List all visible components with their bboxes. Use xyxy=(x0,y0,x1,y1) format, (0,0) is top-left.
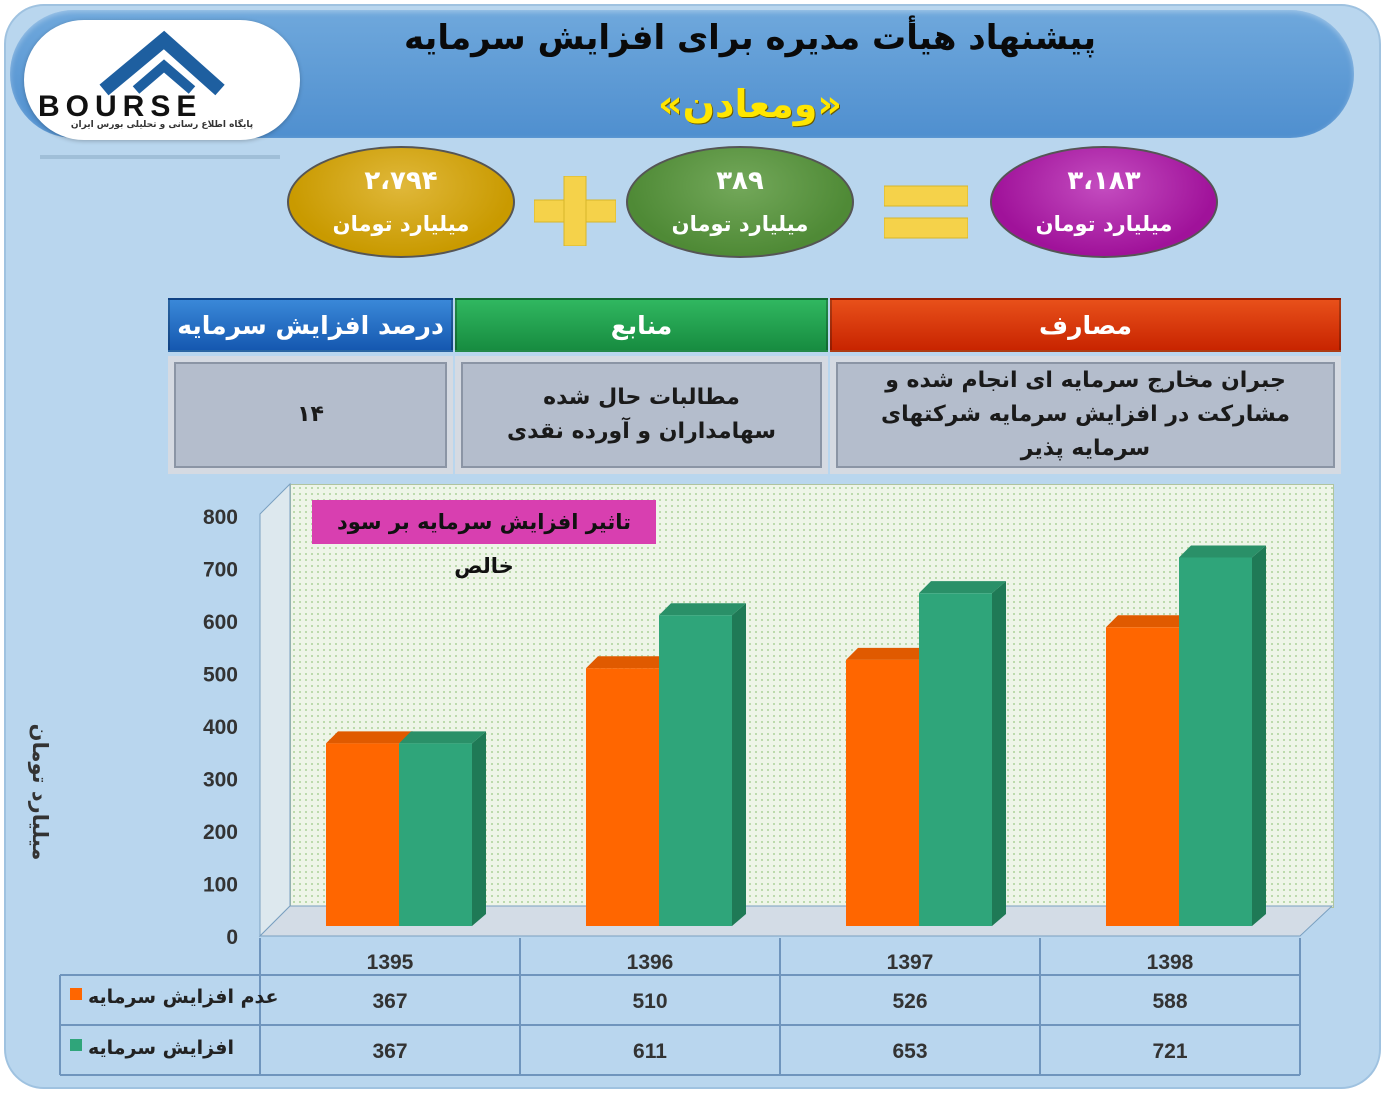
logo-reflection xyxy=(40,155,280,159)
header-percent: درصد افزایش سرمایه xyxy=(168,298,453,352)
cell-percent: ۱۴ xyxy=(168,356,453,474)
header-sources: منابع xyxy=(455,298,828,352)
bar xyxy=(846,659,919,926)
x-tick-label: 1396 xyxy=(627,951,674,974)
chart-title: تاثیر افزایش سرمایه بر سود خالص xyxy=(312,500,656,578)
oval-value: ۳،۱۸۳ xyxy=(1067,166,1141,196)
data-label: 611 xyxy=(633,1040,667,1063)
oval-claims: ۲،۷۹۴ میلیارد تومان xyxy=(287,146,515,258)
bar-top xyxy=(586,656,673,669)
equals-icon xyxy=(884,185,968,239)
x-tick-label: 1395 xyxy=(367,951,414,974)
y-axis-label: میلیارد تومان xyxy=(28,723,52,861)
oval-value: ۳۸۹ xyxy=(716,166,764,196)
oval-unit: میلیارد تومان xyxy=(671,212,809,236)
x-tick-label: 1398 xyxy=(1147,951,1194,974)
bar xyxy=(1106,627,1179,926)
oval-unit: میلیارد تومان xyxy=(1035,212,1173,236)
data-label: 721 xyxy=(1152,1040,1187,1063)
y-tick-label: 800 xyxy=(203,506,238,529)
page-title: پیشنهاد هیأت مدیره برای افزایش سرمایه xyxy=(403,18,1097,58)
y-tick-label: 300 xyxy=(203,769,238,792)
chart-side-wall xyxy=(259,482,291,938)
oval-value: ۲،۷۹۴ xyxy=(364,166,438,196)
bar xyxy=(586,668,659,926)
logo-text: BOURSE xyxy=(38,90,202,120)
data-label: 367 xyxy=(372,1040,407,1063)
chart-floor xyxy=(258,905,1334,937)
logo: BOURSE پایگاه اطلاع رسانی و تحلیلی بورس … xyxy=(24,20,300,140)
bar-top xyxy=(659,603,746,616)
company-name: «ومعادن» xyxy=(658,82,842,126)
data-label: 367 xyxy=(372,990,407,1013)
bar xyxy=(919,593,992,926)
data-label: 526 xyxy=(892,990,927,1013)
y-tick-label: 100 xyxy=(203,874,238,897)
oval-cash: ۳۸۹ میلیارد تومان xyxy=(626,146,854,258)
bar-side xyxy=(992,581,1006,926)
cell-sources-text: مطالبات حال شده سهامداران و آورده نقدی xyxy=(506,385,777,444)
cell-sources: مطالبات حال شده سهامداران و آورده نقدی xyxy=(455,356,828,474)
bar xyxy=(1179,557,1252,926)
legend-key-increase xyxy=(70,1039,82,1051)
legend-label-no-increase: عدم افزایش سرمایه xyxy=(88,986,279,1008)
cell-uses-text: جبران مخارج سرمایه ای انجام شده و مشارکت… xyxy=(881,368,1290,461)
y-tick-label: 200 xyxy=(203,821,238,844)
bar xyxy=(326,743,399,926)
data-label: 510 xyxy=(632,990,667,1013)
y-tick-label: 500 xyxy=(203,664,238,687)
bar-side xyxy=(1252,545,1266,926)
cell-percent-text: ۱۴ xyxy=(297,402,324,427)
y-tick-label: 400 xyxy=(203,716,238,739)
y-tick-label: 0 xyxy=(226,926,238,949)
bar-side xyxy=(472,731,486,926)
bar-top xyxy=(919,581,1006,594)
x-tick-label: 1397 xyxy=(887,951,934,974)
data-label: 588 xyxy=(1152,990,1187,1013)
legend-key-no-increase xyxy=(70,988,82,1000)
bar-top xyxy=(326,731,413,744)
bar xyxy=(659,615,732,926)
oval-total-right: ۳،۱۸۳ میلیارد تومان xyxy=(990,146,1218,258)
y-tick-label: 600 xyxy=(203,611,238,634)
header-uses: مصارف xyxy=(830,298,1341,352)
bar-top xyxy=(1106,615,1193,628)
logo-subtitle: پایگاه اطلاع رسانی و تحلیلی بورس ایران xyxy=(70,120,254,130)
bar-top xyxy=(1179,545,1266,558)
cell-uses: جبران مخارج سرمایه ای انجام شده و مشارکت… xyxy=(830,356,1341,474)
y-tick-label: 700 xyxy=(203,559,238,582)
data-label: 653 xyxy=(892,1040,927,1063)
bar-top xyxy=(846,647,933,660)
logo-mark-icon: BOURSE xyxy=(38,30,225,123)
bar-top xyxy=(399,731,486,744)
bar-side xyxy=(732,603,746,926)
bar xyxy=(399,743,472,926)
oval-unit: میلیارد تومان xyxy=(332,212,470,236)
legend-label-increase: افزایش سرمایه xyxy=(88,1037,234,1059)
plus-icon xyxy=(534,176,616,246)
